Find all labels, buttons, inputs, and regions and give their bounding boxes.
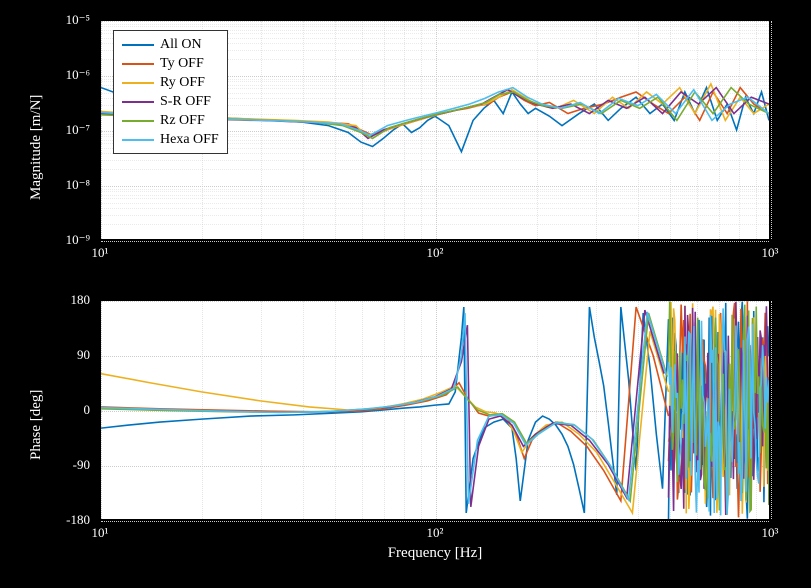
- legend-item: Ry OFF: [122, 73, 219, 92]
- legend-swatch: [122, 63, 154, 65]
- ytick-label: 10⁻⁷: [0, 122, 90, 138]
- legend-item: All ON: [122, 35, 219, 54]
- legend-swatch: [122, 120, 154, 122]
- legend-swatch: [122, 139, 154, 141]
- legend-item: Hexa OFF: [122, 130, 219, 149]
- series-line: [101, 307, 669, 501]
- series-line: [101, 312, 666, 504]
- series-line: [101, 331, 669, 513]
- ytick-label: 10⁻⁹: [0, 232, 90, 248]
- legend-swatch: [122, 82, 154, 84]
- ytick-label: 10⁻⁵: [0, 12, 90, 28]
- legend-label: S-R OFF: [160, 94, 211, 110]
- legend-swatch: [122, 44, 154, 46]
- xtick-label: 10³: [750, 245, 790, 261]
- ytick-label: -90: [0, 457, 90, 473]
- legend-item: Ty OFF: [122, 54, 219, 73]
- legend: All ON Ty OFF Ry OFF S-R OFF Rz OFF Hexa OFF: [113, 30, 228, 154]
- ytick-label: 0: [0, 402, 90, 418]
- xtick-label: 10³: [750, 525, 790, 541]
- legend-item: S-R OFF: [122, 92, 219, 111]
- legend-label: Rz OFF: [160, 113, 205, 129]
- ytick-label: 10⁻⁶: [0, 67, 90, 83]
- ylabel-phase: Phase [deg]: [28, 390, 45, 460]
- phase-plot: [100, 300, 770, 520]
- legend-item: Rz OFF: [122, 111, 219, 130]
- legend-label: Ry OFF: [160, 75, 205, 91]
- ytick-label: 10⁻⁸: [0, 177, 90, 193]
- xtick-label: 10²: [415, 525, 455, 541]
- xlabel: Frequency [Hz]: [100, 545, 770, 562]
- ytick-label: 180: [0, 292, 90, 308]
- ytick-label: 90: [0, 347, 90, 363]
- xtick-label: 10²: [415, 245, 455, 261]
- legend-label: All ON: [160, 37, 202, 53]
- legend-label: Ty OFF: [160, 56, 204, 72]
- ytick-label: -180: [0, 512, 90, 528]
- legend-swatch: [122, 101, 154, 103]
- legend-label: Hexa OFF: [160, 132, 219, 148]
